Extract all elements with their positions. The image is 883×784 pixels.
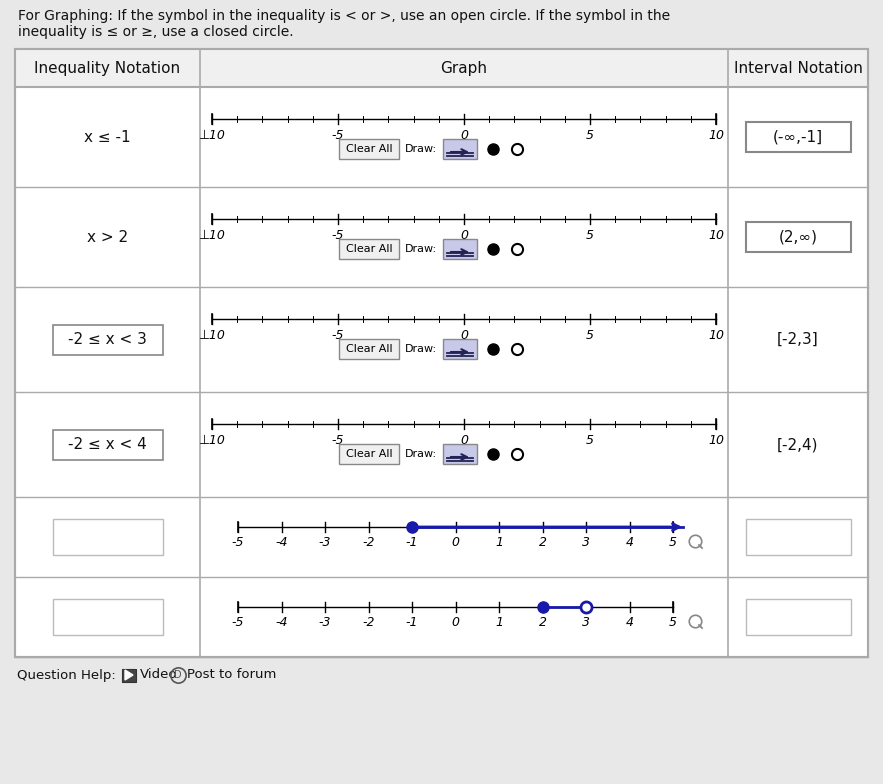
Text: Draw:: Draw: — [405, 144, 437, 154]
Bar — [745, 599, 850, 635]
Text: (-∞,-1]: (-∞,-1] — [773, 129, 823, 144]
Text: Draw:: Draw: — [405, 244, 437, 254]
Text: -5: -5 — [332, 229, 344, 242]
Text: 5: 5 — [669, 536, 677, 549]
Bar — [443, 444, 477, 464]
Text: D: D — [174, 670, 182, 680]
Bar — [52, 599, 162, 635]
Text: 5: 5 — [586, 434, 594, 447]
Text: -2 ≤ x < 4: -2 ≤ x < 4 — [68, 437, 147, 452]
Bar — [339, 339, 399, 359]
Polygon shape — [125, 670, 133, 680]
Text: 4: 4 — [625, 536, 633, 549]
Text: -3: -3 — [319, 616, 331, 629]
Text: 3: 3 — [582, 536, 590, 549]
Text: -1: -1 — [406, 616, 419, 629]
Bar — [745, 222, 850, 252]
Text: -4: -4 — [275, 616, 288, 629]
Text: 2: 2 — [539, 536, 547, 549]
Bar — [15, 49, 868, 657]
Text: 5: 5 — [586, 329, 594, 342]
Text: 1: 1 — [495, 616, 503, 629]
Text: ⊥10: ⊥10 — [199, 229, 225, 242]
Text: Interval Notation: Interval Notation — [734, 60, 863, 75]
Text: Video: Video — [140, 669, 177, 681]
Text: (2,∞): (2,∞) — [779, 230, 818, 245]
Text: Clear All: Clear All — [345, 449, 392, 459]
Text: Clear All: Clear All — [345, 244, 392, 254]
Text: Draw:: Draw: — [405, 449, 437, 459]
Text: 0: 0 — [460, 129, 468, 142]
Text: -2: -2 — [362, 616, 374, 629]
Bar — [339, 139, 399, 159]
Bar — [339, 239, 399, 259]
Text: Clear All: Clear All — [345, 344, 392, 354]
Text: 5: 5 — [669, 616, 677, 629]
Bar — [15, 49, 868, 87]
Bar — [15, 49, 868, 657]
Text: 0: 0 — [460, 329, 468, 342]
Text: [-2,4): [-2,4) — [777, 437, 819, 452]
Bar — [52, 430, 162, 459]
Text: Post to forum: Post to forum — [187, 669, 276, 681]
Text: 10: 10 — [708, 329, 724, 342]
Text: -5: -5 — [332, 434, 344, 447]
Text: 0: 0 — [451, 616, 459, 629]
Text: x ≤ -1: x ≤ -1 — [84, 129, 131, 144]
Text: Question Help:: Question Help: — [17, 669, 116, 681]
Text: -2: -2 — [362, 536, 374, 549]
Text: -5: -5 — [231, 616, 245, 629]
Text: 1: 1 — [495, 536, 503, 549]
Text: -4: -4 — [275, 536, 288, 549]
Text: 5: 5 — [586, 129, 594, 142]
Bar — [52, 325, 162, 354]
Text: 5: 5 — [586, 229, 594, 242]
Bar — [443, 139, 477, 159]
Text: 10: 10 — [708, 129, 724, 142]
Text: -2 ≤ x < 3: -2 ≤ x < 3 — [68, 332, 147, 347]
Text: 2: 2 — [539, 616, 547, 629]
Text: -1: -1 — [406, 536, 419, 549]
Bar — [339, 444, 399, 464]
Text: 10: 10 — [708, 229, 724, 242]
Text: ⊥10: ⊥10 — [199, 329, 225, 342]
Text: 4: 4 — [625, 616, 633, 629]
Bar — [443, 339, 477, 359]
Bar — [443, 239, 477, 259]
Text: x > 2: x > 2 — [87, 230, 128, 245]
Bar — [745, 122, 850, 152]
Text: 3: 3 — [582, 616, 590, 629]
Text: -5: -5 — [332, 129, 344, 142]
Bar — [745, 519, 850, 555]
Text: 0: 0 — [460, 434, 468, 447]
Bar — [122, 669, 136, 682]
Text: [-2,3]: [-2,3] — [777, 332, 819, 347]
Text: ⊥10: ⊥10 — [199, 129, 225, 142]
Text: Clear All: Clear All — [345, 144, 392, 154]
Text: Draw:: Draw: — [405, 344, 437, 354]
Text: ⊥10: ⊥10 — [199, 434, 225, 447]
Text: 10: 10 — [708, 434, 724, 447]
Text: For Graphing: If the symbol in the inequality is < or >, use an open circle. If : For Graphing: If the symbol in the inequ… — [18, 9, 670, 39]
Text: -3: -3 — [319, 536, 331, 549]
Text: 0: 0 — [460, 229, 468, 242]
Text: Graph: Graph — [441, 60, 487, 75]
Text: 0: 0 — [451, 536, 459, 549]
Text: Inequality Notation: Inequality Notation — [34, 60, 180, 75]
Bar — [52, 519, 162, 555]
Text: -5: -5 — [332, 329, 344, 342]
Text: -5: -5 — [231, 536, 245, 549]
